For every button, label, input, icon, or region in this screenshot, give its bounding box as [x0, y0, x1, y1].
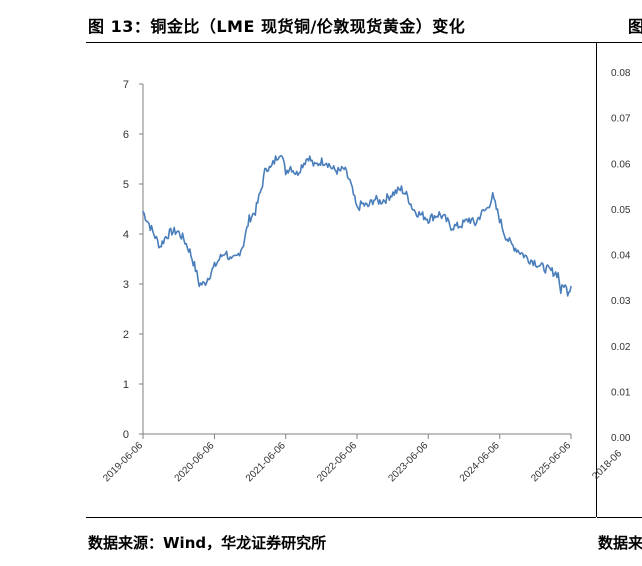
main-chart-ticks: 0 1 2 3 4 5 6 7 2019-06-06 2020-06-06 2021-06-06 20…: [101, 79, 573, 484]
data-source-right-fragment: 数据来: [598, 534, 642, 552]
right-y-tick-label: 0.07: [611, 114, 631, 125]
copper-gold-ratio-line: [142, 155, 572, 297]
x-tick-label: 2021-06-06: [244, 440, 288, 484]
x-tick-label: 2024-06-06: [458, 440, 502, 484]
y-tick-label: 3: [123, 279, 129, 291]
x-tick-label: 2020-06-06: [173, 440, 217, 484]
bottom-rule-right: [597, 517, 642, 518]
x-tick-label: 2025-06-06: [529, 440, 573, 484]
x-tick-label: 2019-06-06: [101, 440, 145, 484]
figure-title-right-fragment: 图: [628, 17, 642, 36]
right-y-tick-label: 0.04: [611, 251, 631, 262]
y-tick-label: 4: [123, 229, 129, 241]
figure-title: 图 13：铜金比（LME 现货铜/伦敦现货黄金）变化: [88, 17, 466, 36]
x-tick-label: 2022-06-06: [315, 440, 359, 484]
right-y-tick-label: 0.05: [611, 205, 631, 216]
top-rule: [86, 42, 642, 43]
y-tick-label: 0: [123, 429, 129, 441]
right-y-tick-label: 0.02: [611, 342, 631, 353]
right-y-tick-label: 0.01: [611, 387, 631, 398]
y-tick-label: 2: [123, 329, 129, 341]
right-y-tick-label: 0.03: [611, 296, 631, 307]
right-x-tick-label: 2018-06: [590, 448, 624, 482]
y-tick-label: 1: [123, 379, 129, 391]
y-tick-label: 6: [123, 129, 129, 141]
right-chart-ticks: 0.00 0.01 0.02 0.03 0.04 0.05 0.06 0.07 0.08 2018…: [590, 68, 631, 482]
right-y-tick-label: 0.06: [611, 159, 631, 170]
right-y-tick-label: 0.08: [611, 68, 631, 79]
y-tick-label: 5: [123, 179, 129, 191]
panel-divider: [596, 42, 597, 517]
y-tick-label: 7: [123, 79, 129, 91]
right-y-tick-label: 0.00: [611, 433, 631, 444]
main-chart-axes: [142, 84, 571, 435]
x-tick-label: 2023-06-06: [386, 440, 430, 484]
data-source: 数据来源：Wind，华龙证券研究所: [88, 534, 327, 552]
bottom-rule: [86, 517, 596, 518]
